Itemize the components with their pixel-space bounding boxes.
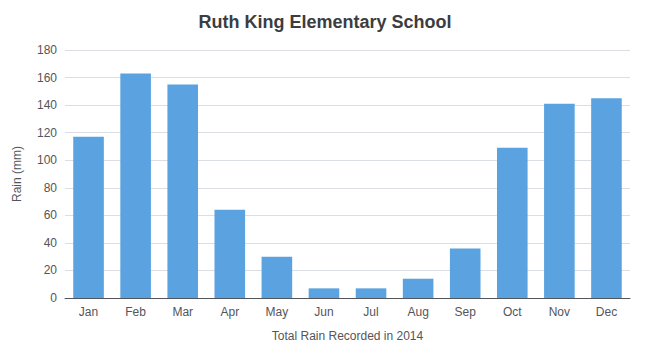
svg-text:Jun: Jun — [314, 305, 333, 319]
svg-text:120: 120 — [37, 126, 57, 140]
svg-text:40: 40 — [44, 236, 58, 250]
svg-text:80: 80 — [44, 181, 58, 195]
svg-text:Oct: Oct — [503, 305, 522, 319]
svg-text:20: 20 — [44, 263, 58, 277]
svg-text:140: 140 — [37, 98, 57, 112]
svg-text:Ruth King Elementary School: Ruth King Elementary School — [198, 12, 451, 32]
svg-text:Dec: Dec — [596, 305, 617, 319]
svg-text:160: 160 — [37, 71, 57, 85]
svg-text:100: 100 — [37, 153, 57, 167]
svg-text:Apr: Apr — [220, 305, 239, 319]
svg-text:Rain (mm): Rain (mm) — [10, 146, 24, 202]
svg-text:Aug: Aug — [407, 305, 428, 319]
svg-text:0: 0 — [50, 291, 57, 305]
svg-text:60: 60 — [44, 208, 58, 222]
svg-text:Nov: Nov — [549, 305, 570, 319]
svg-text:Jul: Jul — [363, 305, 378, 319]
svg-text:Sep: Sep — [455, 305, 477, 319]
svg-text:Total Rain Recorded in 2014: Total Rain Recorded in 2014 — [272, 329, 424, 343]
svg-text:Jan: Jan — [79, 305, 98, 319]
svg-text:Feb: Feb — [125, 305, 146, 319]
svg-text:180: 180 — [37, 43, 57, 57]
svg-text:May: May — [266, 305, 289, 319]
svg-text:Mar: Mar — [172, 305, 193, 319]
